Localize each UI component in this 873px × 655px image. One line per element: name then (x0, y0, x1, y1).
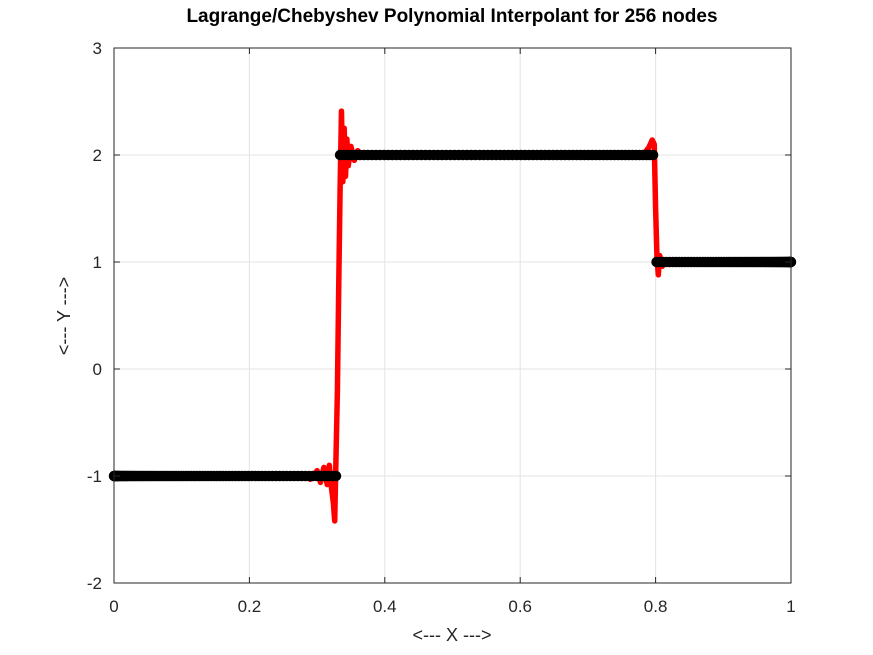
ticks: 0 0.2 0.4 0.6 0.8 1 -2 -1 0 1 2 3 (87, 39, 796, 616)
x-tick-label: 0.4 (373, 597, 397, 616)
y-tick-label: -2 (87, 574, 102, 593)
axes-background (114, 48, 791, 583)
x-tick-label: 0.6 (508, 597, 532, 616)
node-marker (330, 470, 342, 482)
x-tick-label: 0 (109, 597, 118, 616)
plot-area: 0 0.2 0.4 0.6 0.8 1 -2 -1 0 1 2 3 (87, 39, 797, 616)
y-axis-label: <--- Y ---> (54, 277, 74, 355)
x-tick-label: 0.8 (644, 597, 668, 616)
y-tick-label: 3 (93, 39, 102, 58)
node-marker (647, 149, 659, 161)
x-tick-label: 0.2 (238, 597, 262, 616)
chart-title: Lagrange/Chebyshev Polynomial Interpolan… (186, 6, 717, 27)
x-tick-label: 1 (786, 597, 795, 616)
axes-box (113, 47, 792, 584)
y-tick-label: 2 (93, 146, 102, 165)
y-tick-label: 1 (93, 253, 102, 272)
x-axis-label: <--- X ---> (413, 625, 492, 645)
y-tick-label: 0 (93, 360, 102, 379)
y-tick-label: -1 (87, 467, 102, 486)
